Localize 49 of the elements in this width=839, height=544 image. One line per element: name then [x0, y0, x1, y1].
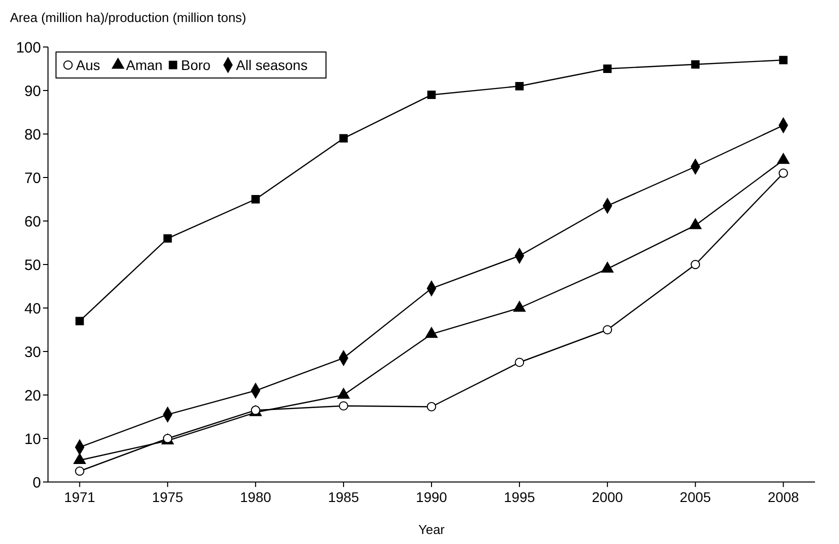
y-tick-label: 50	[24, 256, 41, 274]
y-tick-label: 60	[24, 213, 41, 230]
legend-label: Aman	[126, 56, 163, 73]
point	[689, 218, 702, 230]
point	[426, 402, 436, 412]
point	[74, 453, 86, 464]
x-tick-label: 1971	[64, 489, 96, 505]
point	[514, 358, 524, 368]
point	[251, 195, 260, 204]
y-tick-label: 0	[32, 474, 41, 492]
y-tick-label: 10	[24, 430, 41, 448]
point	[602, 325, 612, 334]
y-tick-label: 100	[16, 39, 41, 56]
point	[338, 401, 348, 411]
x-tick-label: 1990	[416, 489, 448, 505]
x-tick-label: 2008	[768, 489, 800, 505]
point	[778, 168, 788, 178]
x-axis-title: Year	[418, 522, 446, 537]
point	[427, 90, 436, 100]
y-tick-label: 70	[24, 170, 41, 187]
legend-label: Boro	[181, 56, 211, 73]
point	[163, 234, 172, 243]
point	[515, 82, 524, 90]
x-tick-label: 1980	[240, 489, 272, 505]
point	[601, 262, 614, 273]
x-tick-label: 1985	[328, 489, 360, 505]
y-tick-label: 80	[24, 126, 41, 144]
x-tick-label: 2000	[592, 489, 624, 505]
y-tick-label: 40	[24, 300, 41, 318]
point	[777, 153, 790, 164]
legend-label: Aus	[76, 56, 100, 73]
point	[337, 388, 350, 399]
point	[339, 134, 348, 143]
x-tick-label: 1995	[504, 489, 536, 505]
x-tick-label: 2005	[680, 489, 712, 505]
y-axis-title: Area (million ha)/production (million tons)	[10, 10, 246, 25]
point	[603, 64, 612, 73]
point	[779, 56, 788, 64]
point	[75, 316, 84, 326]
x-tick-label: 1975	[152, 489, 184, 505]
point	[513, 300, 526, 312]
point	[691, 60, 700, 69]
legend-label: All seasons	[236, 56, 308, 73]
point	[74, 466, 84, 476]
y-tick-label: 90	[24, 82, 41, 100]
y-tick-label: 30	[24, 344, 41, 361]
point	[425, 327, 438, 338]
point	[690, 260, 700, 270]
y-tick-label: 20	[24, 387, 41, 404]
